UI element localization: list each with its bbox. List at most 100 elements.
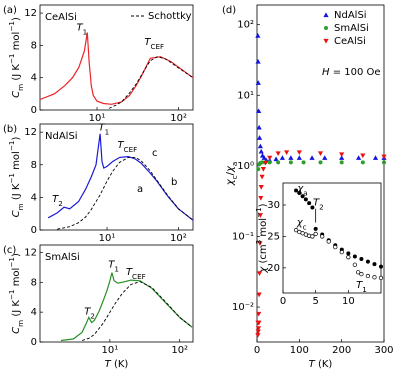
point (294, 188, 299, 193)
legend-marker (323, 38, 329, 44)
x-tick-label: 10² (171, 345, 188, 356)
point (360, 153, 366, 159)
x-tick-label: 10 (342, 296, 355, 307)
text-part: 1 (83, 27, 88, 36)
y-tick-label: 10² (237, 20, 254, 31)
text-part: ) (11, 137, 22, 141)
point (297, 191, 302, 196)
x-tick-label: 10¹ (101, 345, 118, 356)
point (284, 150, 290, 156)
point (255, 33, 261, 38)
x-tick-label: 100 (290, 345, 309, 356)
y-tick-label: 10⁰ (237, 161, 254, 172)
text-part: −1 (7, 289, 16, 300)
y-tick-label: 10⁻² (232, 302, 254, 313)
text-part: CEF (150, 42, 164, 51)
point (258, 185, 264, 190)
text-part: −1 (7, 141, 16, 152)
point (313, 226, 318, 231)
point (309, 155, 315, 160)
point (300, 194, 305, 199)
plot-frame (39, 123, 194, 231)
y-tick-label: 10¹ (237, 90, 254, 101)
text-part: 2 (90, 311, 95, 320)
point (258, 195, 264, 201)
x-tick-label: 10¹ (99, 233, 116, 244)
y-tick-label: 8 (31, 160, 37, 171)
point (356, 155, 362, 160)
point (256, 320, 262, 326)
plot-frame (282, 182, 382, 294)
point (365, 273, 371, 279)
point (257, 213, 263, 218)
text-part: T (126, 267, 133, 278)
point (359, 271, 364, 277)
text-part: χ (296, 218, 304, 229)
point (326, 239, 331, 244)
legend-label: NdAlSi (334, 10, 367, 21)
point (275, 151, 281, 157)
text-part: −1 (7, 173, 16, 184)
plot-frame (39, 4, 194, 111)
text-part: 2 (319, 202, 324, 211)
y-tick-label: 12 (24, 247, 37, 258)
annotation: T1 (108, 259, 119, 273)
y-tick-label: 0 (31, 105, 37, 116)
annotation: χa (296, 184, 307, 198)
annotation: H = 100 Oe (322, 67, 381, 78)
text-part: CEF (132, 271, 146, 280)
text-part: mol (11, 151, 22, 173)
y-axis-label: Cm (J K−1 mol−1) (7, 17, 25, 98)
annotation: T2 (52, 194, 63, 208)
text-part: C (11, 91, 22, 98)
point (279, 155, 285, 160)
point (261, 155, 267, 160)
point (267, 160, 272, 165)
panel-label: (d) (222, 5, 236, 16)
y-tick-label: 0 (31, 337, 37, 348)
text-part: a (303, 188, 307, 197)
sample-label: SmAlSi (45, 252, 80, 263)
x-tick-label: 10¹ (89, 113, 106, 124)
schottky-line (57, 156, 194, 230)
annotation: T1 (99, 122, 110, 136)
text-part: mol (11, 268, 22, 290)
point (372, 275, 377, 280)
text-part: T (356, 280, 363, 291)
text-part: T (108, 259, 115, 270)
text-part: (J K (11, 64, 22, 84)
data-line (47, 133, 194, 221)
text-part: 1 (114, 264, 119, 273)
point (310, 205, 315, 210)
text-part: (cm (258, 244, 269, 266)
text-part: 3 (254, 240, 263, 245)
legend-label: CeAlSi (334, 36, 366, 47)
point (339, 155, 345, 160)
point (372, 262, 377, 267)
text-part: T (117, 140, 124, 151)
point (339, 160, 344, 165)
text-part: −1 (7, 21, 16, 32)
point (346, 255, 351, 260)
text-part: T (144, 37, 151, 48)
text-part: 2 (58, 199, 63, 208)
point (258, 148, 264, 154)
text-part: CEF (124, 145, 138, 154)
y-tick-label: 8 (31, 277, 37, 288)
text-part: (K) (315, 359, 333, 370)
point (352, 254, 357, 259)
text-part: 1 (362, 284, 367, 293)
point (372, 155, 379, 160)
text-part: 1 (105, 127, 110, 136)
y-tick-label: 20 (267, 263, 280, 274)
point (288, 160, 293, 165)
point (346, 251, 351, 256)
y-axis-label: Cm (J K−1 mol−1) (7, 253, 25, 334)
point (382, 160, 386, 165)
y-tick-label: 25 (267, 231, 280, 242)
panel-label: (a) (3, 5, 17, 16)
text-part: χ (225, 178, 236, 186)
